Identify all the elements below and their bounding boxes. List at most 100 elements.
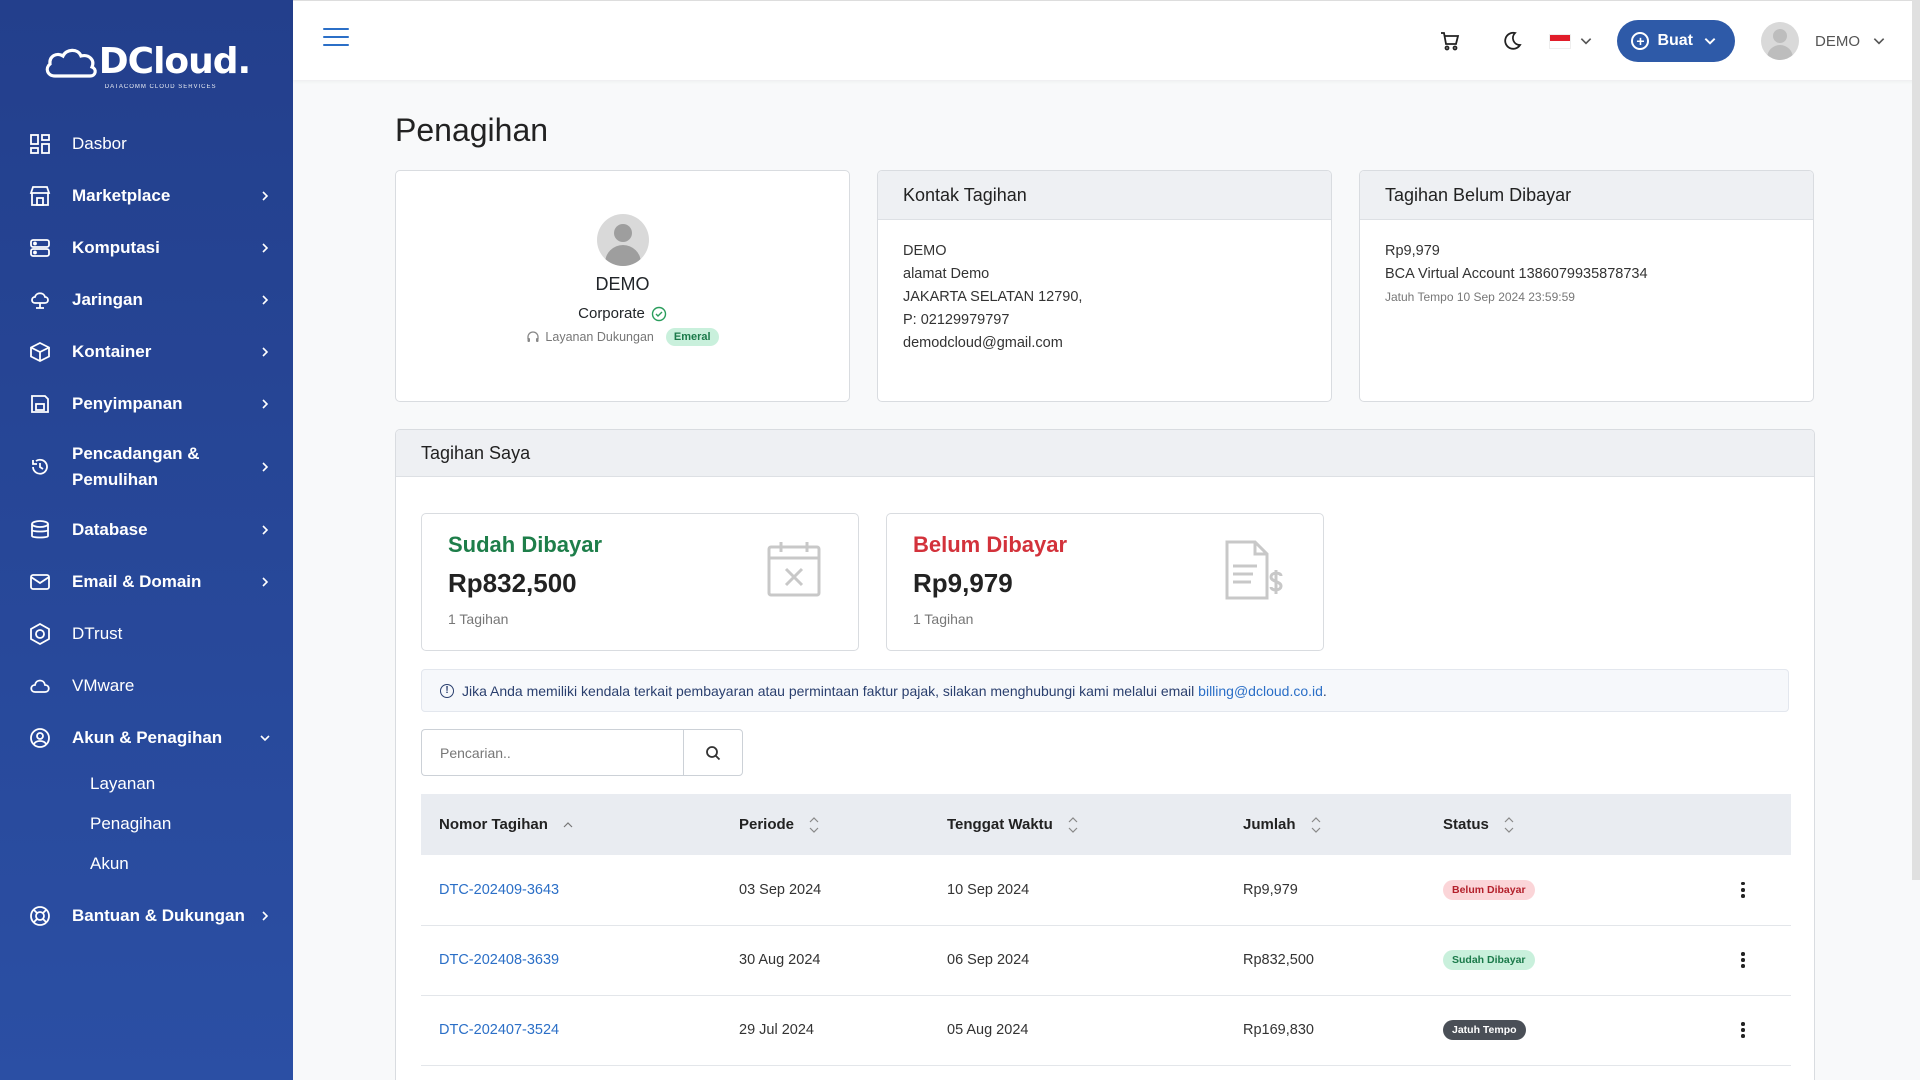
page-scrollbar[interactable] xyxy=(1912,0,1920,880)
column-header-actions xyxy=(1715,794,1791,855)
card-title: Tagihan Belum Dibayar xyxy=(1360,171,1813,220)
sidebar-item-akun-penagihan[interactable]: Akun & Penagihan xyxy=(0,712,293,764)
search-input[interactable] xyxy=(421,729,683,776)
avatar xyxy=(596,214,649,266)
status-badge: Sudah Dibayar xyxy=(1443,950,1535,970)
column-header[interactable]: Jumlah xyxy=(1225,794,1425,855)
chevron-right-icon xyxy=(262,295,269,305)
sidebar: DCloud. DATACOMM CLOUD SERVICES Dasbor M… xyxy=(0,0,293,1080)
invoice-link[interactable]: DTC-202409-3643 xyxy=(439,881,560,898)
mail-icon xyxy=(28,570,52,594)
sidebar-item-label: Dasbor xyxy=(72,134,127,153)
create-button[interactable]: + Buat xyxy=(1617,20,1735,62)
amount-cell: Rp169,830 xyxy=(1243,1022,1314,1038)
column-label: Periode xyxy=(739,815,795,833)
chevron-right-icon xyxy=(262,399,269,409)
due-cell: 06 Sep 2024 xyxy=(947,952,1030,968)
dashboard-icon xyxy=(28,132,52,156)
sidebar-subitem-penagihan[interactable]: Penagihan xyxy=(90,814,172,833)
bills-table: Nomor Tagihan Periode Tenggat Waktu Juml… xyxy=(421,794,1791,1066)
sidebar-subitem-akun[interactable]: Akun xyxy=(90,854,129,873)
sidebar-item-vmware[interactable]: VMware xyxy=(0,660,293,712)
brand-name: DCloud. xyxy=(98,41,251,82)
box-icon xyxy=(28,340,52,364)
status-badge: Jatuh Tempo xyxy=(1443,1020,1526,1040)
column-label: Tenggat Waktu xyxy=(947,815,1053,833)
sidebar-item-label: Penyimpanan xyxy=(72,394,183,413)
sidebar-item-database[interactable]: Database xyxy=(0,504,293,556)
chevron-right-icon xyxy=(262,462,269,472)
brand-logo[interactable]: DCloud. DATACOMM CLOUD SERVICES xyxy=(0,0,293,118)
invoice-link[interactable]: DTC-202408-3639 xyxy=(439,952,560,968)
sidebar-item-email-domain[interactable]: Email & Domain xyxy=(0,556,293,608)
sidebar-item-label: Kontainer xyxy=(72,342,152,361)
profile-type: Corporate xyxy=(578,305,667,322)
storage-icon xyxy=(28,392,52,416)
info-period: . xyxy=(1322,682,1327,699)
sort-icon xyxy=(1504,816,1514,833)
profile-type-label: Corporate xyxy=(578,305,645,322)
user-name: DEMO xyxy=(1815,32,1860,50)
invoice-link[interactable]: DTC-202407-3524 xyxy=(439,1022,560,1038)
database-icon xyxy=(28,518,52,542)
period-cell: 29 Jul 2024 xyxy=(739,1022,814,1038)
sidebar-item-label: Bantuan & Dukungan xyxy=(72,906,245,925)
lifebuoy-icon xyxy=(28,904,52,928)
paid-stat: Sudah Dibayar Rp832,500 1 Tagihan xyxy=(421,513,859,651)
sidebar-item-label: Komputasi xyxy=(72,238,160,257)
chevron-down-icon xyxy=(1873,38,1885,45)
paid-stat-amount: Rp832,500 xyxy=(448,568,577,598)
shield-icon xyxy=(28,622,52,646)
sidebar-item-komputasi[interactable]: Komputasi xyxy=(0,222,293,274)
cloud-logo-icon xyxy=(45,48,97,78)
user-circle-icon xyxy=(28,726,52,750)
flag-red-stripe xyxy=(1550,34,1571,41)
sidebar-item-dasbor[interactable]: Dasbor xyxy=(0,118,293,170)
row-actions-icon[interactable] xyxy=(1733,879,1753,901)
contact-phone: P: 02129979797 xyxy=(903,312,1010,328)
chevron-right-icon xyxy=(262,911,269,921)
row-actions-icon[interactable] xyxy=(1733,949,1753,971)
cart-icon[interactable] xyxy=(1437,28,1463,54)
profile-name: DEMO xyxy=(595,274,650,294)
period-cell: 03 Sep 2024 xyxy=(739,881,822,898)
sidebar-item-marketplace[interactable]: Marketplace xyxy=(0,170,293,222)
sidebar-item-penyimpanan[interactable]: Penyimpanan xyxy=(0,378,293,430)
amount-cell: Rp832,500 xyxy=(1243,952,1314,968)
invoice-dollar-icon xyxy=(1225,540,1283,600)
user-menu[interactable]: DEMO xyxy=(1761,22,1886,60)
sidebar-item-dtrust[interactable]: DTrust xyxy=(0,608,293,660)
unpaid-amount: Rp9,979 xyxy=(1385,243,1440,259)
sidebar-item-jaringan[interactable]: Jaringan xyxy=(0,274,293,326)
column-header[interactable]: Status xyxy=(1425,794,1715,855)
sidebar-item-kontainer[interactable]: Kontainer xyxy=(0,326,293,378)
sidebar-item-pencadangan[interactable]: Pencadangan & Pemulihan xyxy=(0,430,293,504)
column-header[interactable]: Nomor Tagihan xyxy=(421,794,721,855)
chevron-right-icon xyxy=(262,525,269,535)
billing-email-link[interactable]: billing@dcloud.co.id xyxy=(1198,682,1323,699)
column-header[interactable]: Periode xyxy=(721,794,929,855)
sidebar-item-label: Jaringan xyxy=(72,290,143,309)
sort-icon xyxy=(1068,816,1078,833)
status-badge: Belum Dibayar xyxy=(1443,879,1535,900)
contact-address: alamat Demo xyxy=(903,266,990,282)
language-select[interactable] xyxy=(1549,33,1593,49)
dark-mode-toggle-icon[interactable] xyxy=(1499,28,1525,54)
chevron-right-icon xyxy=(262,243,269,253)
contact-email: demodcloud@gmail.com xyxy=(903,335,1063,351)
menu-toggle-icon[interactable] xyxy=(323,28,349,50)
card-title: Kontak Tagihan xyxy=(878,171,1331,220)
sidebar-item-bantuan[interactable]: Bantuan & Dukungan xyxy=(0,890,293,942)
sidebar-subitem-layanan[interactable]: Layanan xyxy=(90,774,156,793)
search-button[interactable] xyxy=(683,729,743,776)
cloud-icon xyxy=(28,674,52,698)
support-label: Layanan Dukungan xyxy=(545,330,654,344)
sidebar-item-label: Marketplace xyxy=(72,186,171,205)
sidebar-item-label: Database xyxy=(72,520,148,539)
column-header[interactable]: Tenggat Waktu xyxy=(929,794,1225,855)
top-bar-actions: + Buat DEMO xyxy=(1437,1,1886,81)
main-content: Penagihan DEMO Corporate Layanan Dukunga… xyxy=(395,80,1815,1080)
row-actions-icon[interactable] xyxy=(1733,1019,1753,1041)
top-bar: + Buat DEMO xyxy=(293,0,1920,80)
amount-cell: Rp9,979 xyxy=(1243,881,1298,898)
